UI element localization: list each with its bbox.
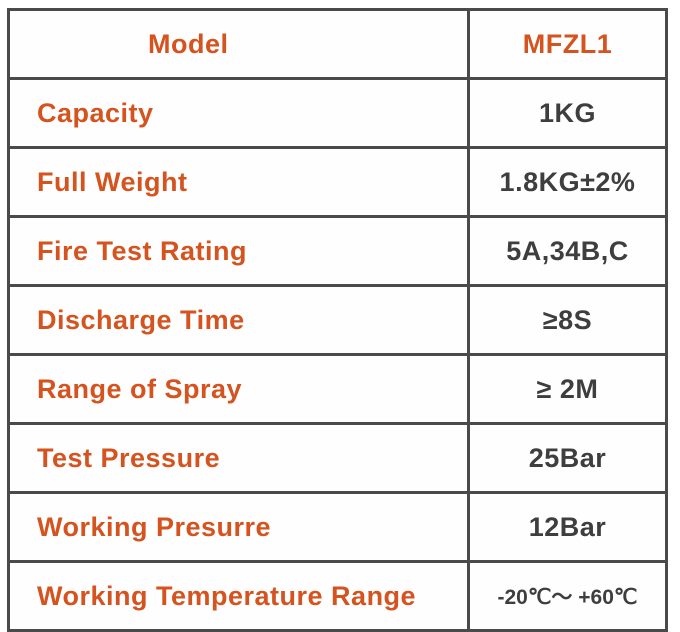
table-row-range-of-spray: Range of Spray ≥ 2M xyxy=(7,353,668,425)
table-row-discharge-time: Discharge Time ≥8S xyxy=(7,284,668,356)
table-row-working-pressure: Working Presurre 12Bar xyxy=(7,491,668,563)
spec-value-test-pressure: 25Bar xyxy=(467,422,668,494)
spec-label-range-of-spray: Range of Spray xyxy=(7,353,470,425)
table-row-model: Model MFZL1 xyxy=(7,8,668,80)
spec-label-full-weight: Full Weight xyxy=(7,146,470,218)
table-row-test-pressure: Test Pressure 25Bar xyxy=(7,422,668,494)
spec-label-working-temperature-range: Working Temperature Range xyxy=(7,560,470,632)
spec-value-fire-test-rating: 5A,34B,C xyxy=(467,215,668,287)
specification-table: Model MFZL1 Capacity 1KG Full Weight 1.8… xyxy=(7,8,668,632)
spec-value-model: MFZL1 xyxy=(467,8,668,80)
spec-value-capacity: 1KG xyxy=(467,77,668,149)
spec-label-fire-test-rating: Fire Test Rating xyxy=(7,215,470,287)
spec-value-working-pressure: 12Bar xyxy=(467,491,668,563)
table-row-capacity: Capacity 1KG xyxy=(7,77,668,149)
spec-label-discharge-time: Discharge Time xyxy=(7,284,470,356)
spec-value-discharge-time: ≥8S xyxy=(467,284,668,356)
spec-value-range-of-spray: ≥ 2M xyxy=(467,353,668,425)
spec-label-capacity: Capacity xyxy=(7,77,470,149)
spec-label-model: Model xyxy=(7,8,470,80)
table-row-fire-test-rating: Fire Test Rating 5A,34B,C xyxy=(7,215,668,287)
table-row-full-weight: Full Weight 1.8KG±2% xyxy=(7,146,668,218)
spec-label-test-pressure: Test Pressure xyxy=(7,422,470,494)
table-row-working-temperature-range: Working Temperature Range -20℃～ +60℃ xyxy=(7,560,668,632)
spec-label-working-pressure: Working Presurre xyxy=(7,491,470,563)
spec-value-full-weight: 1.8KG±2% xyxy=(467,146,668,218)
spec-value-working-temperature-range: -20℃～ +60℃ xyxy=(467,560,668,632)
product-spec-page: Model MFZL1 Capacity 1KG Full Weight 1.8… xyxy=(7,8,668,632)
